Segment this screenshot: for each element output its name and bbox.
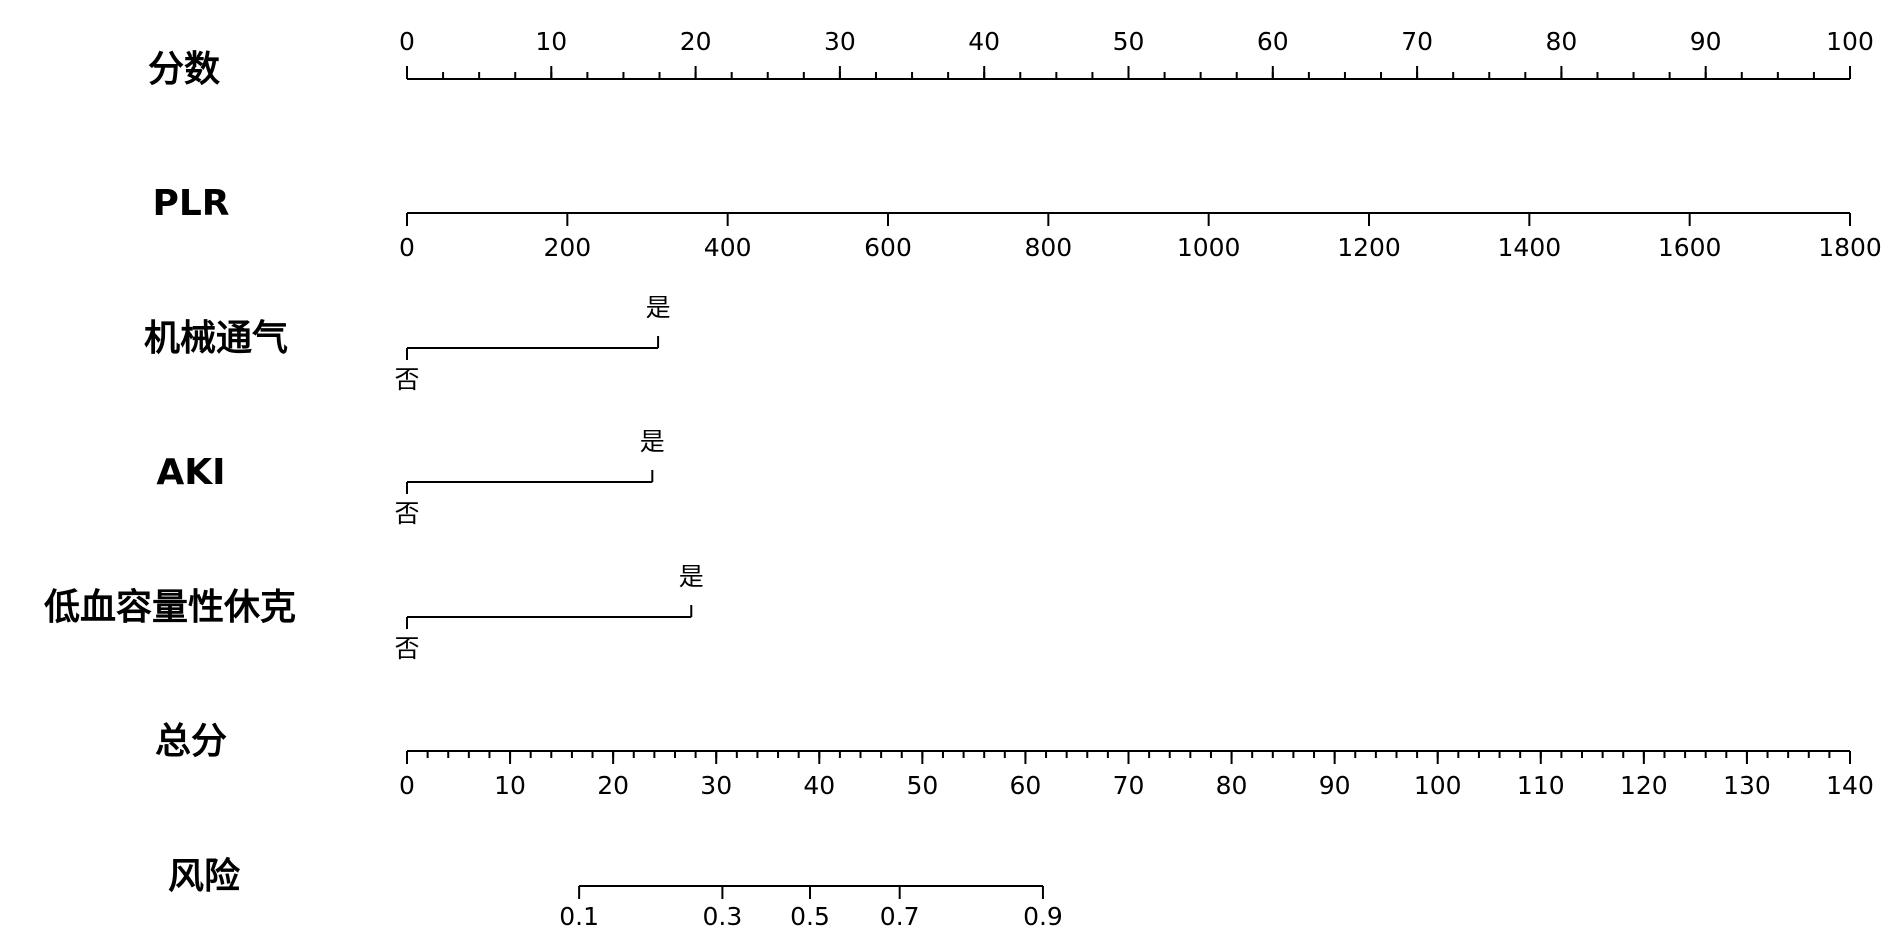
category-label: 是 [640, 427, 665, 456]
tick-label: 10 [535, 27, 567, 56]
tick-label: 90 [1690, 27, 1722, 56]
tick-label: 1800 [1818, 233, 1882, 262]
tick-label: 90 [1319, 771, 1351, 800]
row-label: 分数 [148, 49, 220, 90]
category-label: 否 [394, 499, 419, 528]
tick-label: 50 [1113, 27, 1145, 56]
tick-label: 1600 [1658, 233, 1722, 262]
tick-label: 100 [1826, 27, 1874, 56]
tick-label: 60 [1257, 27, 1289, 56]
tick-label: 30 [824, 27, 856, 56]
category-label: 是 [646, 293, 671, 322]
tick-label: 70 [1113, 771, 1145, 800]
tick-label: 400 [704, 233, 752, 262]
category-label: 是 [679, 562, 704, 591]
tick-label: 1000 [1177, 233, 1241, 262]
tick-label: 800 [1024, 233, 1072, 262]
tick-label: 1400 [1498, 233, 1562, 262]
row-label: 风险 [168, 856, 241, 897]
tick-label: 100 [1414, 771, 1462, 800]
tick-label: 1200 [1337, 233, 1401, 262]
tick-label: 0 [399, 233, 415, 262]
tick-label: 0.3 [703, 902, 743, 931]
tick-label: 40 [803, 771, 835, 800]
category-label: 否 [394, 365, 419, 394]
tick-label: 120 [1620, 771, 1668, 800]
tick-label: 80 [1216, 771, 1248, 800]
tick-label: 0.5 [790, 902, 830, 931]
tick-label: 40 [968, 27, 1000, 56]
row-label: PLR [152, 183, 229, 224]
row-label: 低血容量性休克 [44, 587, 296, 628]
tick-label: 80 [1545, 27, 1577, 56]
tick-label: 0.1 [559, 902, 599, 931]
tick-label: 70 [1401, 27, 1433, 56]
tick-label: 200 [543, 233, 591, 262]
tick-label: 0.7 [880, 902, 920, 931]
tick-label: 130 [1723, 771, 1771, 800]
category-label: 否 [394, 634, 419, 663]
tick-label: 0 [399, 27, 415, 56]
tick-label: 600 [864, 233, 912, 262]
tick-label: 20 [680, 27, 712, 56]
tick-label: 30 [700, 771, 732, 800]
tick-label: 60 [1010, 771, 1042, 800]
tick-label: 140 [1826, 771, 1874, 800]
tick-label: 0 [399, 771, 415, 800]
tick-label: 10 [494, 771, 526, 800]
tick-label: 0.9 [1023, 902, 1063, 931]
tick-label: 110 [1517, 771, 1565, 800]
row-label: 机械通气 [144, 318, 288, 359]
tick-label: 20 [597, 771, 629, 800]
row-label: 总分 [155, 721, 227, 762]
row-label: AKI [156, 452, 225, 493]
tick-label: 50 [906, 771, 938, 800]
